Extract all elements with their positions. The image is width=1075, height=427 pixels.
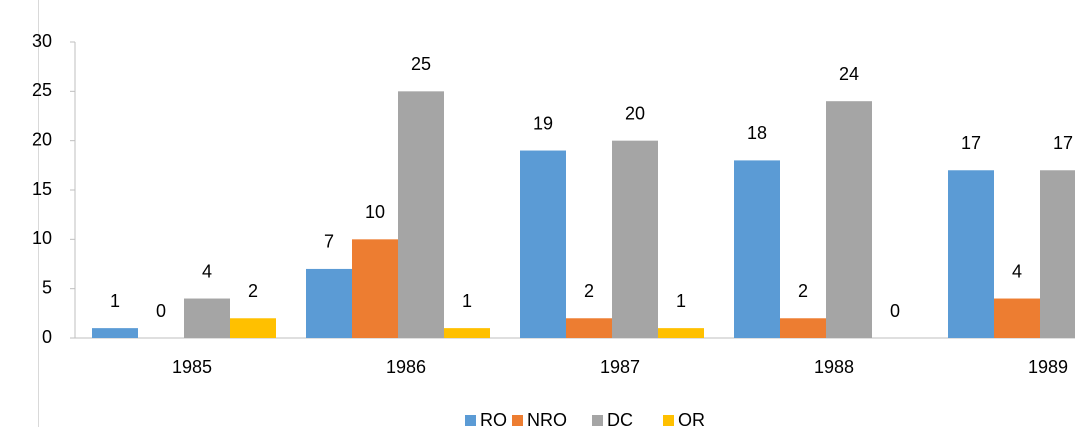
bar <box>826 101 872 338</box>
y-tick-label: 20 <box>32 129 52 149</box>
bar <box>658 328 704 338</box>
bar <box>520 150 566 338</box>
data-label: 0 <box>890 301 900 321</box>
data-label: 17 <box>1053 133 1073 153</box>
y-tick-label: 15 <box>32 179 52 199</box>
data-label: 0 <box>156 301 166 321</box>
bar <box>1040 170 1075 338</box>
y-tick-label: 0 <box>42 327 52 347</box>
data-label: 1 <box>676 291 686 311</box>
x-tick-label: 1986 <box>386 357 426 377</box>
data-label: 20 <box>625 103 645 123</box>
data-label: 19 <box>533 113 553 133</box>
data-label: 4 <box>1012 261 1022 281</box>
bar <box>948 170 994 338</box>
legend-swatch <box>592 415 603 426</box>
data-label: 2 <box>248 281 258 301</box>
data-label: 17 <box>961 133 981 153</box>
bar <box>734 160 780 338</box>
y-tick-label: 10 <box>32 228 52 248</box>
data-label: 2 <box>798 281 808 301</box>
legend-label: OR <box>678 410 705 427</box>
data-label: 7 <box>324 232 334 252</box>
bar <box>612 140 658 338</box>
bar <box>780 318 826 338</box>
bar <box>994 298 1040 338</box>
legend-label: NRO <box>527 410 567 427</box>
y-tick-label: 5 <box>42 277 52 297</box>
data-label: 1 <box>462 291 472 311</box>
x-tick-label: 1988 <box>814 357 854 377</box>
bar <box>230 318 276 338</box>
bar <box>184 298 230 338</box>
data-label: 2 <box>584 281 594 301</box>
data-label: 1 <box>110 291 120 311</box>
x-tick-label: 1987 <box>600 357 640 377</box>
legend-label: RO <box>480 410 507 427</box>
bar <box>444 328 490 338</box>
data-label: 24 <box>839 64 859 84</box>
y-tick-label: 30 <box>32 31 52 51</box>
data-label: 4 <box>202 261 212 281</box>
bar <box>398 91 444 338</box>
data-label: 25 <box>411 54 431 74</box>
bar <box>352 239 398 338</box>
x-tick-label: 1985 <box>172 357 212 377</box>
x-tick-label: 1989 <box>1028 357 1068 377</box>
bar <box>306 268 352 338</box>
bar <box>92 328 138 338</box>
data-label: 18 <box>747 123 767 143</box>
legend-label: DC <box>607 410 633 427</box>
y-tick-label: 25 <box>32 80 52 100</box>
data-label: 10 <box>365 202 385 222</box>
legend-swatch <box>663 415 674 426</box>
bar <box>566 318 612 338</box>
legend-swatch <box>512 415 523 426</box>
legend-swatch <box>465 415 476 426</box>
